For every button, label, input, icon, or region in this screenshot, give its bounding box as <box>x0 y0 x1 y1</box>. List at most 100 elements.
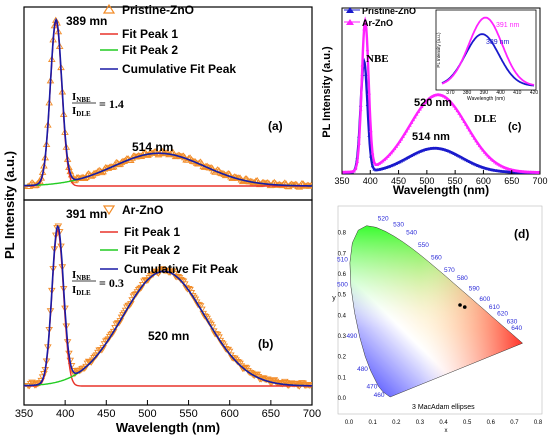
svg-text:INBE: INBE <box>72 269 91 282</box>
cie-points <box>458 303 467 309</box>
data-marker <box>406 155 410 159</box>
annotation-520: 520 nm <box>414 97 452 109</box>
annotation-514: 514 nm <box>412 131 450 143</box>
cie-wavelength-label: 550 <box>418 242 429 249</box>
legend-label-series-1: Pristine-ZnO <box>122 3 194 17</box>
data-marker <box>496 162 500 166</box>
panel-a-legend: Pristine-ZnO Fit Peak 1 Fit Peak 2 Cumul… <box>100 3 236 76</box>
x-tick-label: 600 <box>476 176 491 186</box>
data-marker <box>537 170 540 174</box>
cie-y-tick-label: 0.2 <box>338 355 347 361</box>
legend-label-series-2: Fit Peak 1 <box>124 225 180 239</box>
data-marker <box>369 154 373 158</box>
panel-c-frame <box>341 7 541 175</box>
ratio-value: = 1.4 <box>99 97 124 111</box>
data-marker <box>389 151 394 155</box>
data-marker <box>394 144 399 148</box>
data-marker <box>408 154 412 158</box>
data-marker <box>425 99 429 103</box>
data-marker <box>413 152 417 156</box>
peak-label-dle: 520 mn <box>148 329 189 343</box>
ratio-top-sub: NBE <box>76 96 91 104</box>
data-marker <box>445 97 450 101</box>
data-marker <box>457 111 461 115</box>
data-marker <box>365 48 370 52</box>
data-marker <box>397 140 402 144</box>
inset-x-ticks: 370 380 390 400 410 420 <box>446 90 538 96</box>
data-marker <box>355 159 360 163</box>
fit-peak-1-line <box>24 228 312 387</box>
data-marker <box>419 105 424 109</box>
panel-b-label: (b) <box>258 337 273 351</box>
cie-wavelength-label: 540 <box>406 230 417 237</box>
peak-label-nbe: 389 mn <box>66 14 107 28</box>
panel-a-curves <box>24 16 312 190</box>
y-axis-title: PL Intensity (a.u.) <box>2 151 17 259</box>
x-tick-label: 400 <box>363 176 378 186</box>
panel-c-label: (c) <box>508 121 522 133</box>
cie-y-tick-label: 0.7 <box>338 251 347 257</box>
data-marker <box>416 110 421 114</box>
data-marker <box>396 142 400 146</box>
x-tick-label: 650 <box>262 408 280 420</box>
data-marker <box>404 129 409 133</box>
cie-wavelength-label: 480 <box>357 366 368 373</box>
ratio-bottom-sub: DLE <box>76 289 91 297</box>
cie-y-axis-title: y <box>332 295 336 302</box>
data-marker <box>402 132 407 136</box>
cie-y-tick-label: 0.0 <box>338 396 347 402</box>
x-tick-label: 550 <box>448 176 463 186</box>
cumulative-fit-line <box>24 224 312 387</box>
cie-wavelength-label: 530 <box>393 221 404 228</box>
inset-ar-line <box>441 16 535 86</box>
data-marker <box>409 120 414 124</box>
panel-c-curves <box>342 16 540 174</box>
data-marker <box>442 94 446 98</box>
data-marker <box>360 63 365 67</box>
data-marker <box>382 158 387 162</box>
data-marker <box>352 169 356 173</box>
data-marker <box>404 156 409 160</box>
svg-text:IDLE: IDLE <box>72 105 91 118</box>
inset-x-tick-label: 390 <box>480 90 489 96</box>
panel-a-label: (a) <box>268 119 283 133</box>
cie-y-tick-label: 0.1 <box>338 375 347 381</box>
legend-marker-triangle-icon <box>102 3 116 14</box>
data-marker <box>470 133 475 137</box>
svg-text:INBE: INBE <box>72 91 91 104</box>
y-axis-title: PL Intensity (a.u.) <box>321 46 333 138</box>
data-marker <box>460 117 465 121</box>
data-marker <box>365 102 370 106</box>
data-marker <box>307 181 312 189</box>
x-axis-title: Wavelength (nm) <box>116 420 220 435</box>
cie-wavelength-label: 560 <box>431 255 442 262</box>
data-marker <box>481 148 485 152</box>
cie-wavelength-label: 510 <box>337 257 348 264</box>
cie-x-tick-label: 0.0 <box>345 420 354 426</box>
data-marker <box>99 345 107 352</box>
data-marker <box>443 95 448 99</box>
legend-label-series-1: Ar-ZnO <box>122 203 163 217</box>
data-marker <box>418 107 422 111</box>
cie-wavelength-label: 630 <box>507 319 518 326</box>
data-marker <box>370 151 375 155</box>
cie-x-tick-label: 0.6 <box>487 420 496 426</box>
cie-y-tick-label: 0.5 <box>338 293 347 299</box>
data-marker <box>414 112 419 116</box>
inset-x-tick-label: 410 <box>513 90 522 96</box>
data-marker <box>363 72 368 76</box>
data-marker <box>489 157 494 161</box>
cie-point <box>462 305 467 309</box>
data-marker <box>474 139 478 143</box>
x-tick-label: 350 <box>15 408 33 420</box>
data-marker <box>494 161 499 165</box>
data-marker <box>414 151 419 155</box>
data-marker <box>408 123 412 127</box>
x-tick-label: 450 <box>391 176 406 186</box>
data-marker <box>154 150 163 158</box>
data-marker <box>479 146 483 150</box>
x-tick-label: 400 <box>56 408 74 420</box>
cie-wavelength-label: 590 <box>469 286 480 293</box>
